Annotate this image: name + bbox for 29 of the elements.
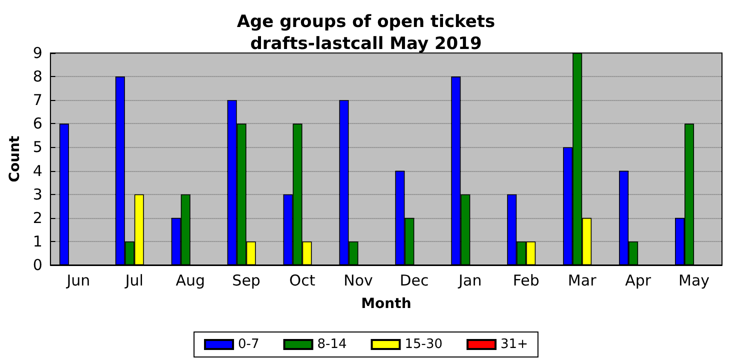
chart-title: Age groups of open tickets drafts-lastcall May 2019 (236, 12, 496, 54)
y-tick-label: 4 (32, 162, 42, 180)
legend-label: 8-14 (317, 337, 347, 352)
x-tick-label: Jun (66, 272, 90, 290)
x-tick-label: Jul (124, 272, 144, 290)
y-tick-label: 5 (32, 138, 42, 156)
legend-label: 0-7 (238, 337, 260, 352)
y-tick-label: 8 (32, 68, 42, 86)
x-tick-label: Oct (289, 272, 316, 290)
x-tick-label: Mar (568, 272, 598, 290)
x-axis-title: Month (361, 296, 412, 312)
y-tick-label: 3 (32, 185, 42, 204)
y-tick-label: 1 (32, 232, 42, 250)
y-axis-title: Count (7, 135, 23, 182)
legend-label: 31+ (500, 337, 528, 352)
x-tick-label: Apr (625, 272, 652, 290)
x-tick-label: Feb (512, 272, 540, 290)
x-tick-label: Jan (458, 272, 482, 290)
x-tick-label: Sep (232, 272, 260, 290)
legend-label: 15-30 (404, 337, 443, 352)
y-tick-label: 9 (32, 44, 42, 62)
y-tick-label: 7 (32, 91, 42, 110)
y-tick-label: 2 (32, 208, 42, 227)
x-tick-label: Aug (176, 272, 205, 290)
y-tick-label: 6 (32, 114, 42, 133)
y-tick-label: 0 (32, 256, 42, 274)
x-tick-label: Dec (400, 272, 429, 290)
x-tick-label: Nov (344, 272, 373, 290)
x-tick-label: May (678, 272, 710, 290)
